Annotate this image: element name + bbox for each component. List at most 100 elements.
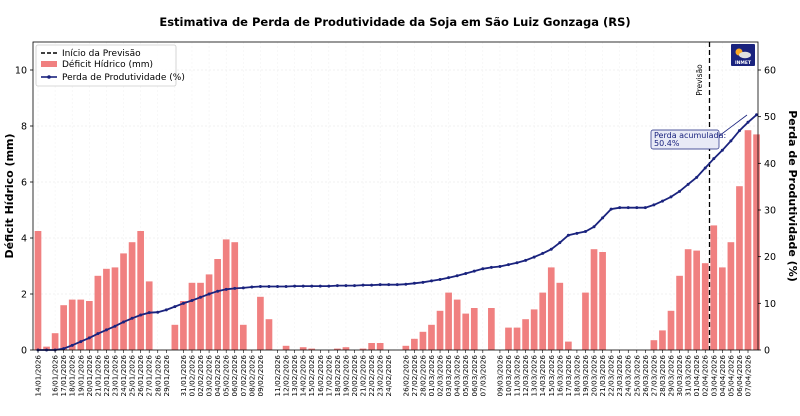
bar-16/01/2026 [51,333,59,350]
bar-21/03/2026 [599,252,606,350]
bar-07/04/2026 [744,130,752,350]
bar-23/02/2026 [376,343,384,350]
bar-26/02/2026 [402,345,410,350]
x-tick-label-42: 01/03/2026 [427,355,436,397]
x-tick-label-17: 02/02/2026 [196,355,205,397]
x-tick-label-8: 23/01/2026 [111,355,120,397]
bar-23/01/2026 [111,267,119,350]
bar-17/03/2026 [565,341,572,350]
loss-point-30/01/2026 [173,305,177,309]
loss-point-27/03/2026 [652,203,656,207]
loss-point-10/03/2026 [506,263,510,267]
x-tick-label-0: 14/01/2026 [34,355,43,397]
bar-20/03/2026 [590,249,598,350]
legend: Início da Previsão Déficit Hídrico (mm) … [35,44,185,87]
x-tick-label-50: 10/03/2026 [504,355,513,397]
x-tick-label-7: 22/01/2026 [102,355,111,397]
x-tick-label-55: 15/03/2026 [547,355,556,397]
bar-05/03/2026 [462,313,470,350]
x-tick-label-57: 17/03/2026 [564,355,573,397]
bar-15/03/2026 [547,267,555,350]
loss-point-24/02/2026 [387,283,391,287]
x-tick-label-67: 27/03/2026 [649,355,658,397]
loss-point-21/02/2026 [361,283,365,287]
x-tick-label-48: 07/03/2026 [478,355,487,397]
loss-point-19/03/2026 [583,229,587,233]
loss-point-07/03/2026 [481,267,485,271]
x-tick-label-20: 05/02/2026 [222,355,231,397]
bar-05/02/2026 [222,239,230,350]
loss-point-18/03/2026 [575,231,579,235]
loss-point-28/01/2026 [156,310,160,314]
bar-02/03/2026 [436,310,444,350]
x-tick-label-75: 04/04/2026 [718,355,727,397]
loss-point-25/02/2026 [395,283,399,287]
x-tick-label-18: 03/02/2026 [205,355,214,397]
bar-03/03/2026 [445,292,452,350]
bar-17/01/2026 [60,305,67,350]
x-tick-label-36: 22/02/2026 [367,355,376,397]
legend-swatch-deficit [41,61,57,67]
x-tick-label-49: 09/03/2026 [495,355,504,397]
bar-21/01/2026 [94,275,102,350]
bar-13/03/2026 [530,309,538,350]
cloud-icon [739,51,751,59]
loss-point-01/02/2026 [190,299,194,303]
x-tick-label-33: 19/02/2026 [342,355,351,397]
loss-point-20/03/2026 [592,225,596,229]
bar-27/02/2026 [411,338,418,350]
x-tick-label-54: 14/03/2026 [538,355,547,397]
bar-30/03/2026 [676,275,683,350]
bar-04/02/2026 [214,259,221,350]
x-tick-label-27: 13/02/2026 [290,355,299,397]
loss-point-24/03/2026 [626,206,630,210]
loss-point-19/02/2026 [344,284,348,288]
y-tick-label-2: 4 [21,234,27,245]
x-tick-label-44: 03/03/2026 [444,355,453,397]
bar-06/04/2026 [736,186,743,350]
legend-entry-loss: Perda de Produtividade (%) [62,73,185,83]
x-tick-label-10: 25/01/2026 [128,355,137,397]
x-tick-label-74: 03/04/2026 [709,355,718,397]
annotation-arrow [718,114,748,137]
bar-11/03/2026 [513,327,521,350]
loss-point-01/03/2026 [429,279,433,283]
bar-20/01/2026 [85,301,93,350]
forecast-label: Previsão [695,64,704,96]
loss-point-22/02/2026 [370,283,374,287]
loss-point-12/02/2026 [284,285,288,289]
plot-frame [32,41,759,351]
x-tick-label-65: 25/03/2026 [632,355,641,397]
x-tick-label-24: 09/02/2026 [256,355,265,397]
x-axis: 14/01/2026 16/01/2026 17/01/2026 18/01/2026… [34,350,753,396]
x-tick-label-56: 16/03/2026 [555,355,564,397]
bar-04/04/2026 [719,267,726,350]
bar-29/03/2026 [667,310,675,350]
x-tick-label-5: 20/01/2026 [85,355,94,397]
loss-point-02/03/2026 [438,278,442,282]
loss-point-16/03/2026 [558,241,562,245]
bar-12/03/2026 [522,319,529,350]
x-tick-label-26: 12/02/2026 [282,355,291,397]
y2-tick-label-3: 30 [764,206,776,217]
loss-point-09/02/2026 [258,285,262,289]
loss-point-11/02/2026 [276,285,280,289]
bar-18/01/2026 [68,299,76,350]
loss-point-16/02/2026 [318,284,322,288]
loss-point-04/03/2026 [455,274,459,278]
x-tick-label-1: 16/01/2026 [51,355,60,397]
x-tick-label-16: 01/02/2026 [188,355,197,397]
x-tick-label-61: 21/03/2026 [598,355,607,397]
loss-point-17/03/2026 [566,233,570,237]
y2-tick-label-5: 50 [764,112,776,123]
y-tick-label-4: 8 [21,122,27,133]
bar-06/03/2026 [470,308,478,350]
bar-25/01/2026 [128,242,136,350]
x-tick-label-15: 31/01/2026 [179,355,188,397]
x-tick-label-39: 26/02/2026 [401,355,410,397]
x-tick-label-51: 11/03/2026 [513,355,522,397]
x-tick-label-52: 12/03/2026 [521,355,530,397]
loss-point-05/04/2026 [729,139,733,143]
loss-point-20/01/2026 [87,336,91,340]
